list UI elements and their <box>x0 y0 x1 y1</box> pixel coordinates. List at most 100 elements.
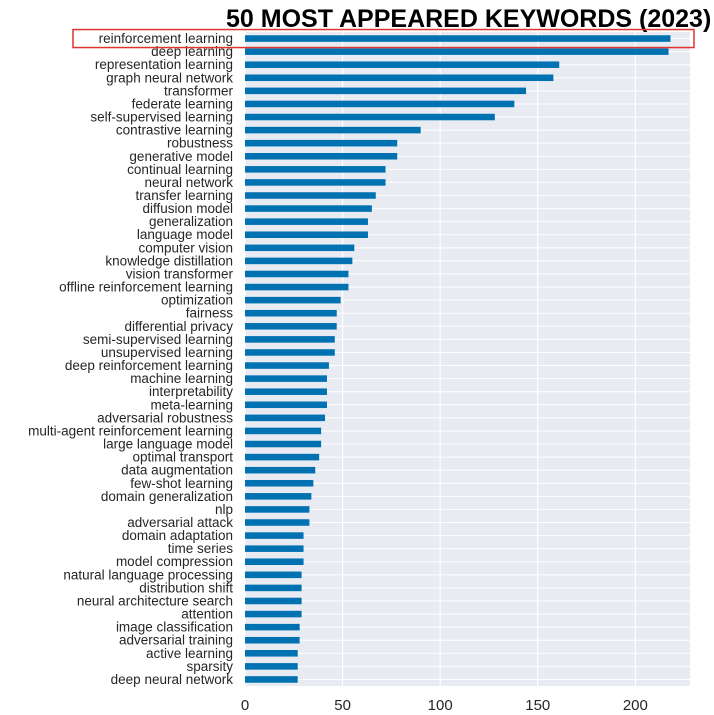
bar <box>245 296 341 304</box>
bar <box>245 152 398 160</box>
category-label: transfer learning <box>135 188 233 203</box>
x-tick-label: 100 <box>428 697 453 714</box>
bar <box>245 375 327 382</box>
category-label: optimal transport <box>132 450 233 465</box>
bar <box>245 558 304 566</box>
bar <box>245 244 355 252</box>
bar <box>245 349 335 356</box>
chart-title: 50 MOST APPEARED KEYWORDS (2023) <box>226 5 711 33</box>
bar <box>245 139 398 147</box>
bar <box>245 493 312 500</box>
category-label: generative model <box>129 149 233 164</box>
bar <box>245 610 302 618</box>
category-label: offline reinforcement learning <box>59 280 233 295</box>
bar <box>245 74 554 82</box>
x-tick-label: 150 <box>525 697 550 714</box>
category-label: adversarial attack <box>127 515 233 530</box>
bar <box>245 388 327 395</box>
bar <box>245 571 302 579</box>
category-label: large language model <box>103 437 233 452</box>
category-label: meta-learning <box>150 397 233 412</box>
bar <box>245 205 372 212</box>
category-label: neural architecture search <box>77 593 233 608</box>
category-label: robustness <box>167 136 233 151</box>
bar <box>245 323 337 330</box>
category-label: unsupervised learning <box>101 345 233 360</box>
bar <box>245 401 327 409</box>
bar <box>245 362 329 369</box>
category-label: continual learning <box>127 162 233 177</box>
x-tick-label: 0 <box>241 697 249 714</box>
bar <box>245 283 349 291</box>
category-label: computer vision <box>138 240 233 255</box>
category-label: sparsity <box>186 659 233 674</box>
category-label: generalization <box>149 214 233 229</box>
category-label: machine learning <box>130 371 233 386</box>
category-label: domain generalization <box>101 489 233 504</box>
category-label: adversarial robustness <box>97 410 233 425</box>
x-tick-label: 50 <box>334 697 351 714</box>
category-label: optimization <box>161 293 233 308</box>
category-label: model compression <box>116 554 233 569</box>
bar <box>245 270 349 278</box>
bar <box>245 676 298 683</box>
bar <box>245 113 495 121</box>
bar <box>245 100 515 108</box>
bar <box>245 179 386 186</box>
category-label: language model <box>137 227 233 242</box>
category-label: vision transformer <box>126 266 234 281</box>
bar <box>245 584 302 592</box>
category-label: neural network <box>144 175 233 190</box>
category-label: image classification <box>116 620 233 635</box>
bar <box>245 650 298 657</box>
highlight-layer <box>72 28 695 49</box>
category-label: nlp <box>215 502 233 517</box>
highlight-box <box>72 28 695 49</box>
bar <box>245 48 669 55</box>
category-label: adversarial training <box>119 633 233 648</box>
bar <box>245 532 304 539</box>
bar <box>245 519 310 526</box>
bar <box>245 309 337 317</box>
bar <box>245 466 316 474</box>
category-label: distribution shift <box>139 580 233 595</box>
bar <box>245 663 298 670</box>
x-axis-ticks: 0 50 100 150 200 <box>241 697 648 714</box>
bar <box>245 453 320 461</box>
category-label: graph neural network <box>106 70 233 85</box>
category-label: active learning <box>146 646 233 661</box>
bar <box>245 506 310 513</box>
bar <box>245 623 300 631</box>
bar <box>245 427 322 435</box>
category-label: multi-agent reinforcement learning <box>28 423 233 438</box>
bar <box>245 636 300 644</box>
category-label: interpretability <box>149 384 233 399</box>
category-label: domain adaptation <box>122 528 233 543</box>
bar <box>245 597 302 605</box>
bar <box>245 87 527 95</box>
category-label: natural language processing <box>63 567 233 582</box>
bar <box>245 545 304 552</box>
category-label: contrastive learning <box>116 123 233 138</box>
category-label: knowledge distillation <box>105 253 233 268</box>
category-label: data augmentation <box>121 463 233 478</box>
category-label: attention <box>181 607 233 622</box>
category-label: transformer <box>164 83 234 98</box>
category-label: representation learning <box>95 57 233 72</box>
bar <box>245 257 353 265</box>
category-label: differential privacy <box>124 319 233 334</box>
category-label: semi-supervised learning <box>83 332 233 347</box>
category-label: reinforcement learning <box>99 31 233 46</box>
bar <box>245 61 560 68</box>
bar <box>245 479 314 487</box>
bar <box>245 218 368 225</box>
bar <box>245 440 322 448</box>
category-label: few-shot learning <box>130 476 233 491</box>
bar <box>245 126 421 134</box>
bar <box>245 166 386 173</box>
bar <box>245 336 335 343</box>
category-label: diffusion model <box>142 201 233 216</box>
category-label: deep neural network <box>111 672 234 687</box>
